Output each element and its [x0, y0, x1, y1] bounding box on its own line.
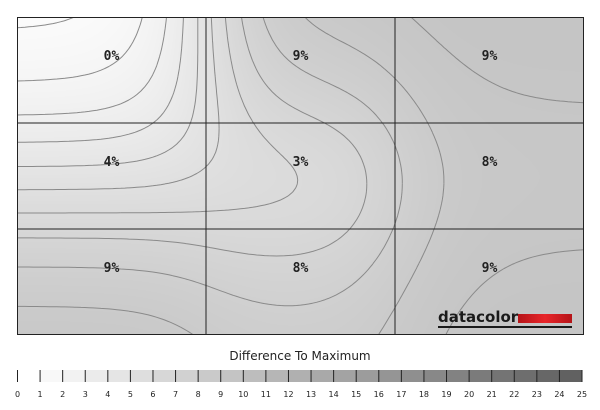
- legend-swatch-6: [152, 370, 176, 382]
- cell-label-r1-c0: 4%: [104, 155, 120, 170]
- legend-swatch-2: [62, 370, 86, 382]
- legend-swatch-5: [130, 370, 153, 382]
- heatmap-border: [17, 17, 584, 335]
- legend-tick-label-8: 8: [196, 390, 201, 399]
- legend-tick-label-0: 0: [15, 390, 20, 399]
- legend-swatch-20: [469, 370, 492, 382]
- legend-swatch-22: [514, 370, 537, 382]
- legend-tick-label-18: 18: [419, 390, 429, 399]
- cell-label-r0-c2: 9%: [482, 49, 498, 64]
- legend-swatch-4: [107, 370, 131, 382]
- legend-tick-label-7: 7: [173, 390, 178, 399]
- contour-line-8: [17, 17, 403, 307]
- legend-tick-label-10: 10: [238, 390, 248, 399]
- brand-underline: [438, 326, 572, 328]
- cell-label-r1-c2: 8%: [482, 155, 498, 170]
- legend-tick-label-9: 9: [218, 390, 223, 399]
- cell-label-r2-c0: 9%: [104, 261, 120, 276]
- legend-tick-label-20: 20: [464, 390, 474, 399]
- legend-tick-label-21: 21: [487, 390, 497, 399]
- legend-swatch-7: [175, 370, 199, 382]
- contour-line-9: [17, 17, 445, 335]
- legend-tick-label-1: 1: [38, 390, 43, 399]
- legend-tick-label-6: 6: [150, 390, 155, 399]
- legend-tick-label-11: 11: [261, 390, 271, 399]
- legend-tick-label-24: 24: [554, 390, 564, 399]
- heatmap-chart: 0% 9% 9% 4% 3% 8% 9% 8% 9% datacolor: [17, 17, 584, 335]
- legend-title: Difference To Maximum: [229, 349, 371, 363]
- legend-swatch-10: [243, 370, 266, 382]
- contour-line-5: [17, 17, 220, 191]
- heatmap-surface: [17, 17, 584, 335]
- contour-line-6: [17, 17, 299, 214]
- heatmap-panel: 0% 9% 9% 4% 3% 8% 9% 8% 9% datacolor: [17, 17, 584, 335]
- legend-swatch-14: [333, 370, 357, 382]
- legend-tick-label-22: 22: [509, 390, 519, 399]
- legend-tick-label-12: 12: [283, 390, 293, 399]
- contour-line-1: [17, 17, 143, 82]
- legend-tick-label-4: 4: [105, 390, 110, 399]
- contour-lines: [17, 17, 584, 335]
- legend-tick-label-13: 13: [306, 390, 316, 399]
- legend-tick-label-15: 15: [351, 390, 361, 399]
- legend-swatch-19: [446, 370, 470, 382]
- grid-lines: [17, 17, 584, 335]
- cell-label-r2-c2: 9%: [482, 261, 498, 276]
- legend-swatch-16: [378, 370, 402, 382]
- legend-tick-label-25: 25: [577, 390, 587, 399]
- legend-tick-label-3: 3: [83, 390, 88, 399]
- legend-tick-label-16: 16: [374, 390, 384, 399]
- cell-label-r0-c1: 9%: [293, 49, 309, 64]
- legend-swatch-9: [220, 370, 244, 382]
- cell-label-r0-c0: 0%: [104, 49, 120, 64]
- contour-line-2: [17, 17, 167, 116]
- contour-line-7: [17, 17, 368, 257]
- legend-tick-label-23: 23: [532, 390, 542, 399]
- contour-line-4: [17, 17, 199, 167]
- cell-label-r1-c1: 3%: [293, 155, 309, 170]
- color-scale-legend: 0 1 2 3 4 5 6 7 8 9 10 11 12 13 14 15 16 17 18 19 20 21 22 23 24…: [15, 370, 587, 399]
- cell-labels: 0% 9% 9% 4% 3% 8% 9% 8% 9%: [104, 49, 498, 276]
- datacolor-logo: datacolor: [438, 308, 572, 328]
- legend-swatch-13: [311, 370, 334, 382]
- legend-tick-label-19: 19: [441, 390, 451, 399]
- brand-bar: [518, 314, 572, 323]
- legend-swatch-11: [265, 370, 289, 382]
- legend-swatch-12: [288, 370, 312, 382]
- legend-swatch-23: [536, 370, 560, 382]
- legend-tick-label-17: 17: [396, 390, 406, 399]
- cell-label-r2-c1: 8%: [293, 261, 309, 276]
- legend-swatch-0: [17, 370, 41, 382]
- legend-swatch-24: [559, 370, 582, 382]
- legend-tick-label-2: 2: [60, 390, 65, 399]
- legend-swatch-21: [491, 370, 515, 382]
- legend-swatch-15: [356, 370, 379, 382]
- legend-swatch-17: [401, 370, 424, 382]
- legend-swatch-8: [198, 370, 221, 382]
- legend-swatch-3: [85, 370, 108, 382]
- contour-line-3: [17, 17, 184, 143]
- legend-swatch-18: [423, 370, 447, 382]
- brand-name: datacolor: [438, 308, 519, 326]
- legend-swatch-1: [40, 370, 63, 382]
- legend-tick-label-14: 14: [329, 390, 339, 399]
- legend-tick-label-5: 5: [128, 390, 133, 399]
